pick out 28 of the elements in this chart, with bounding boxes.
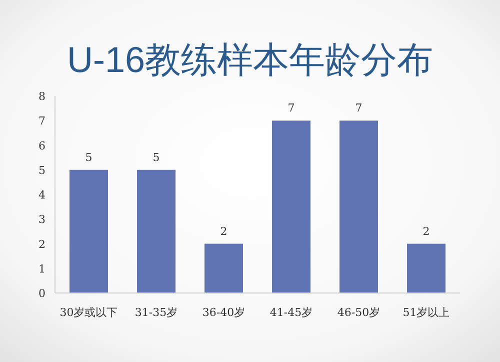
data-label: 7 bbox=[288, 102, 295, 115]
y-tick-label: 5 bbox=[38, 164, 46, 177]
x-tick-label: 30岁或以下 bbox=[60, 306, 118, 319]
bar bbox=[272, 120, 310, 293]
y-tick-label: 0 bbox=[38, 287, 46, 300]
x-tick-label: 41-45岁 bbox=[270, 306, 313, 319]
data-label: 5 bbox=[152, 150, 160, 164]
y-tick-label: 2 bbox=[38, 238, 46, 251]
y-tick-label: 7 bbox=[38, 114, 46, 128]
bar bbox=[407, 244, 446, 293]
bar bbox=[340, 120, 378, 293]
bar bbox=[204, 244, 243, 293]
data-label: 7 bbox=[355, 102, 362, 115]
data-label: 2 bbox=[220, 224, 228, 238]
x-tick-label: 51岁以上 bbox=[402, 306, 450, 319]
x-tick-label: 46-50岁 bbox=[337, 306, 380, 319]
data-label: 2 bbox=[422, 224, 430, 238]
y-tick-label: 3 bbox=[38, 213, 46, 226]
x-tick-label: 31-35岁 bbox=[134, 306, 178, 319]
x-tick-label: 36-40岁 bbox=[202, 306, 246, 319]
y-tick-label: 6 bbox=[38, 139, 46, 152]
bar bbox=[70, 170, 108, 293]
bar bbox=[137, 170, 176, 293]
chart-title: U-16教练样本年龄分布 bbox=[66, 39, 434, 80]
y-tick-label: 1 bbox=[38, 262, 46, 276]
data-label: 5 bbox=[85, 150, 92, 164]
y-tick-label: 8 bbox=[38, 90, 46, 103]
y-tick-label: 4 bbox=[38, 188, 46, 202]
